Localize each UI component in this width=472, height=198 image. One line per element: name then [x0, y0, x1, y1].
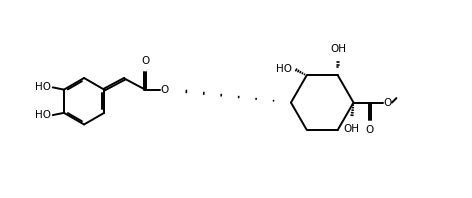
- Text: HO: HO: [34, 110, 51, 120]
- Text: OH: OH: [344, 124, 360, 134]
- Text: O: O: [383, 98, 392, 108]
- Text: OH: OH: [330, 44, 346, 54]
- Text: HO: HO: [276, 64, 292, 74]
- Text: O: O: [141, 56, 149, 66]
- Text: O: O: [160, 85, 169, 95]
- Text: O: O: [365, 125, 374, 135]
- Text: HO: HO: [34, 82, 51, 92]
